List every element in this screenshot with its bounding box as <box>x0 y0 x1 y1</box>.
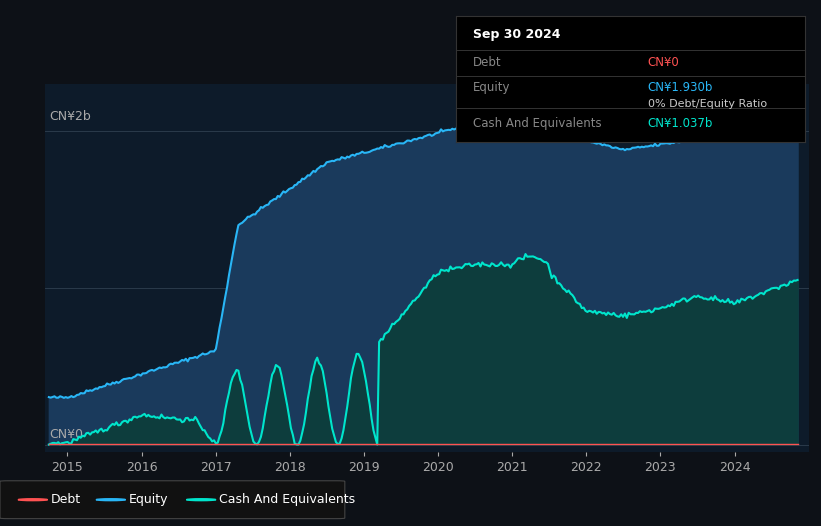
Text: Equity: Equity <box>129 493 168 506</box>
Text: Cash And Equivalents: Cash And Equivalents <box>219 493 355 506</box>
Text: 0% Debt/Equity Ratio: 0% Debt/Equity Ratio <box>648 99 767 109</box>
Text: CN¥0: CN¥0 <box>49 428 83 441</box>
Text: Sep 30 2024: Sep 30 2024 <box>473 28 561 41</box>
Circle shape <box>96 499 126 501</box>
Text: Debt: Debt <box>473 56 502 69</box>
Circle shape <box>186 499 216 501</box>
FancyBboxPatch shape <box>0 481 345 519</box>
Text: Debt: Debt <box>51 493 81 506</box>
Text: CN¥1.037b: CN¥1.037b <box>648 117 713 129</box>
Text: CN¥2b: CN¥2b <box>49 110 91 123</box>
Text: CN¥1.930b: CN¥1.930b <box>648 81 713 94</box>
Text: Equity: Equity <box>473 81 511 94</box>
Text: CN¥0: CN¥0 <box>648 56 679 69</box>
Text: Cash And Equivalents: Cash And Equivalents <box>473 117 602 129</box>
Circle shape <box>18 499 48 501</box>
